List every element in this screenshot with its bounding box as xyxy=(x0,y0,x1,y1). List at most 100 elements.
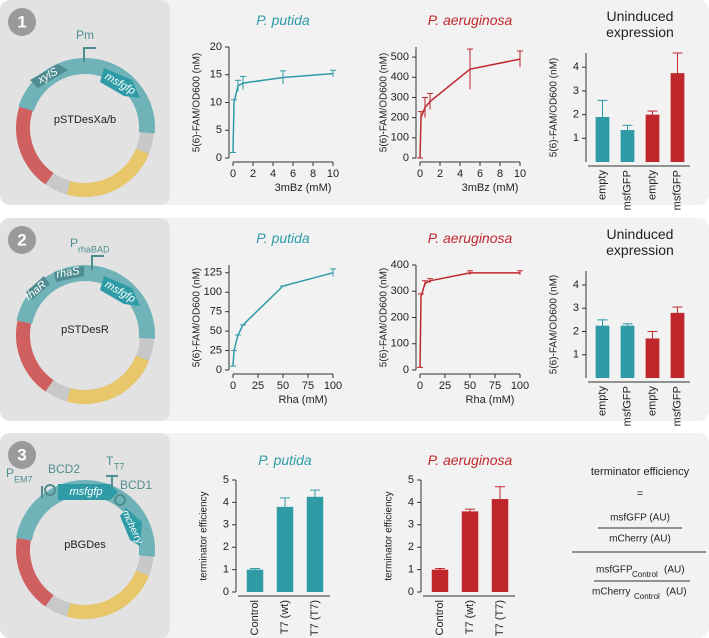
y-axis-label: terminator efficiency xyxy=(199,491,210,580)
y-tick-label: 400 xyxy=(391,71,409,83)
x-tick-label: 4 xyxy=(270,168,276,180)
x-tick-label: 50 xyxy=(464,380,476,392)
error-bar xyxy=(240,75,246,90)
error-bar xyxy=(418,111,424,124)
x-tick-label: 4 xyxy=(457,168,463,180)
y-tick-label: 3 xyxy=(223,519,229,531)
y-tick-label: 5 xyxy=(408,474,414,486)
gene-arrow xyxy=(26,276,50,300)
plasmid-bg xyxy=(0,0,170,205)
bar xyxy=(595,325,610,378)
error-bar xyxy=(435,567,445,571)
gene-label: msfgfp xyxy=(69,486,102,498)
panel-badge xyxy=(8,441,36,469)
x-tick-label: 6 xyxy=(290,168,296,180)
x-tick-label: 0 xyxy=(230,380,236,392)
chart-title: P. aeruginosa xyxy=(427,230,513,246)
error-bar xyxy=(495,486,505,512)
chart-title-box: P. putida xyxy=(256,12,310,28)
y-tick-label: 100 xyxy=(391,132,409,144)
x-tick-label: msfGFP xyxy=(621,170,633,210)
gene-arrow xyxy=(100,68,140,98)
plasmid-name: pSTDesR xyxy=(61,324,109,336)
bcd-icon xyxy=(114,494,126,506)
plasmid: 3 msfgfp mcherry P EM7 BCD2 BCD1 T T7 pB… xyxy=(6,441,155,620)
panel-number: 3 xyxy=(17,445,26,464)
y-tick-label: 3 xyxy=(573,85,579,97)
data-line xyxy=(419,58,521,159)
formula-lhs: terminator efficiency xyxy=(591,466,690,478)
y-tick-label: 15 xyxy=(210,69,222,81)
bar xyxy=(620,325,635,378)
x-tick-label: empty xyxy=(646,170,658,200)
ring-segment xyxy=(16,266,154,404)
x-tick-label: 2 xyxy=(437,168,443,180)
x-tick-label: 25 xyxy=(252,380,264,392)
x-tick-label: msfGFP xyxy=(621,386,633,426)
x-tick-label: msfGFP xyxy=(671,170,683,210)
y-tick-label: 1 xyxy=(408,564,414,576)
ring-segment xyxy=(16,59,154,197)
error-bar xyxy=(672,306,683,319)
formula-term: msfGFP xyxy=(596,565,633,576)
x-tick-label: 75 xyxy=(489,380,501,392)
x-tick-label: 0 xyxy=(230,168,236,180)
gene-arrow xyxy=(100,276,140,306)
x-axis-label: Rha (mM) xyxy=(279,394,328,406)
gene-arrow xyxy=(58,484,118,500)
x-tick-label: 6 xyxy=(477,168,483,180)
y-tick-label: 1 xyxy=(573,132,579,144)
error-bar xyxy=(231,99,237,106)
y-tick-label: 300 xyxy=(391,285,409,297)
data-line xyxy=(232,72,334,153)
error-bar xyxy=(517,50,523,68)
bar xyxy=(645,114,660,162)
x-tick-label: empty xyxy=(596,386,608,416)
y-tick-label: 4 xyxy=(573,279,579,291)
y-tick-label: 2 xyxy=(223,541,229,553)
terminator-icon xyxy=(106,475,118,488)
gene-arrow xyxy=(120,508,142,546)
error-bar xyxy=(330,69,336,77)
y-tick-label: 0 xyxy=(403,152,409,164)
plasmid-name: pSTDesXa/b xyxy=(54,114,116,126)
panel-number: 1 xyxy=(17,12,26,31)
y-axis-label: 5(6)-FAM/OD600 (nM) xyxy=(379,53,390,152)
ring-segment xyxy=(16,266,154,404)
formula-term: mCherry xyxy=(592,587,630,598)
panel-number: 2 xyxy=(17,230,26,249)
error-bar xyxy=(597,99,608,134)
chart-title-box: Uninduced expression xyxy=(606,226,674,258)
ring-segment xyxy=(16,481,155,619)
y-tick-label: 2 xyxy=(573,109,579,121)
x-axis-label: 3mBz (mM) xyxy=(275,182,332,194)
chart-title: P. putida xyxy=(256,12,310,28)
error-bar xyxy=(467,270,473,275)
formula-subscript: Control xyxy=(632,570,658,579)
error-bar xyxy=(330,268,336,277)
promoter-label: P xyxy=(6,466,14,480)
chart-title-box: P. putida xyxy=(256,230,309,246)
row-bg xyxy=(0,218,709,421)
x-tick-label: 10 xyxy=(327,168,339,180)
x-tick-label: 100 xyxy=(511,380,529,392)
y-tick-label: 3 xyxy=(408,519,414,531)
promoter-label: Pm xyxy=(76,28,94,42)
data-line xyxy=(232,272,334,367)
error-bar xyxy=(597,319,608,332)
y-axis-label: 5(6)-FAM/OD600 (nM) xyxy=(549,58,560,157)
row-bg xyxy=(0,0,709,205)
bar xyxy=(670,73,685,162)
y-tick-label: 1 xyxy=(573,349,579,361)
bar xyxy=(461,511,479,592)
x-tick-label: 0 xyxy=(417,380,423,392)
y-tick-label: 4 xyxy=(573,61,579,73)
chart-title-box: P. aeruginosa xyxy=(427,230,513,246)
y-tick-label: 20 xyxy=(210,41,222,53)
error-bar xyxy=(422,96,428,118)
plasmid: 1 xylS msfgfp Pm pSTDesXa/b xyxy=(8,8,155,198)
error-bar xyxy=(647,110,658,119)
x-tick-label: T7 (T7) xyxy=(309,600,321,636)
